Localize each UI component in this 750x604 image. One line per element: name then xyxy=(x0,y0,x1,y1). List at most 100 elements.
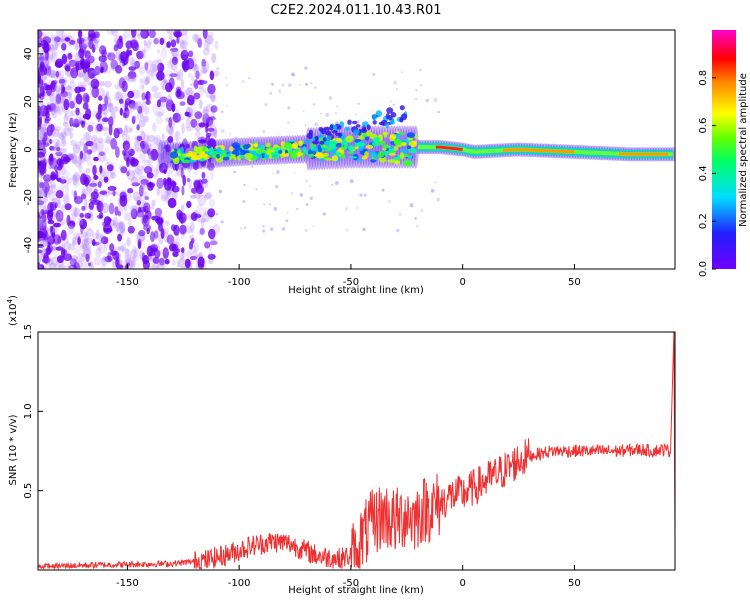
noise-blob xyxy=(171,103,176,113)
noise-blob xyxy=(184,111,190,117)
colorbar-gradient xyxy=(712,30,736,269)
noise-blob xyxy=(113,44,119,52)
ridge-blob xyxy=(258,143,261,149)
noise-blob xyxy=(72,240,76,248)
branch-blob xyxy=(322,137,327,142)
noise-blob xyxy=(61,94,66,102)
noise-blob xyxy=(93,156,99,162)
noise-blob xyxy=(103,176,109,183)
noise-blob xyxy=(86,185,93,194)
ridge-blob xyxy=(407,155,413,159)
noise-blob xyxy=(145,75,151,84)
noise-blob xyxy=(141,101,147,109)
noise-blob xyxy=(49,43,55,50)
noise-dot xyxy=(355,113,358,116)
noise-blob xyxy=(104,95,109,106)
noise-blob xyxy=(153,167,159,179)
ridge-blob xyxy=(181,159,191,164)
noise-blob xyxy=(130,176,139,186)
noise-blob xyxy=(49,145,55,151)
noise-blob xyxy=(185,143,190,149)
ridge-blob xyxy=(219,154,229,158)
noise-blob xyxy=(52,248,59,260)
noise-blob xyxy=(119,221,125,229)
noise-blob xyxy=(169,58,173,66)
noise-blob xyxy=(108,124,113,136)
noise-blob xyxy=(126,237,131,247)
noise-blob xyxy=(48,122,51,131)
noise-blob xyxy=(125,49,130,59)
noise-blob xyxy=(159,96,168,103)
noise-blob xyxy=(153,230,159,239)
noise-dot xyxy=(305,203,309,206)
noise-blob xyxy=(134,60,141,69)
noise-blob xyxy=(189,255,197,261)
noise-blob xyxy=(142,116,149,123)
noise-blob xyxy=(44,186,48,198)
noise-blob xyxy=(86,161,93,166)
noise-blob xyxy=(67,52,73,60)
noise-blob xyxy=(172,112,181,123)
noise-dot xyxy=(294,172,296,174)
noise-blob xyxy=(115,258,120,268)
noise-blob xyxy=(80,252,87,257)
noise-blob xyxy=(69,220,75,226)
ridge-blob xyxy=(181,153,188,157)
branch-blob xyxy=(325,130,332,136)
noise-blob xyxy=(204,32,208,43)
snr-y-label: SNR (10 * v/v) xyxy=(8,414,19,485)
noise-blob xyxy=(104,80,113,88)
noise-blob xyxy=(193,71,202,78)
noise-blob xyxy=(91,199,101,205)
y-tick-label: 0 xyxy=(23,146,34,152)
noise-blob xyxy=(40,200,47,210)
noise-blob xyxy=(38,264,42,269)
noise-blob xyxy=(119,227,124,237)
noise-blob xyxy=(179,30,188,36)
hot-streak xyxy=(619,152,669,156)
noise-blob xyxy=(43,174,52,182)
y-tick-label: -20 xyxy=(23,189,34,205)
noise-blob xyxy=(60,176,66,183)
noise-blob xyxy=(66,91,72,100)
noise-blob xyxy=(186,177,191,183)
noise-blob xyxy=(134,31,143,36)
ridge-blob xyxy=(389,146,395,150)
noise-blob xyxy=(43,131,48,142)
noise-blob xyxy=(65,262,70,269)
noise-blob xyxy=(123,212,132,222)
x-tick-label: -150 xyxy=(116,277,139,288)
noise-blob xyxy=(58,70,65,80)
noise-blob xyxy=(90,141,98,153)
colorbar-tick-label: 0.4 xyxy=(698,165,709,181)
noise-blob xyxy=(68,91,72,101)
noise-blob xyxy=(178,113,183,119)
noise-blob xyxy=(93,175,99,180)
noise-blob xyxy=(100,236,109,245)
ridge-blob xyxy=(369,150,374,154)
noise-blob xyxy=(44,58,50,66)
ridge-blob xyxy=(397,154,401,159)
noise-blob xyxy=(142,163,151,175)
noise-blob xyxy=(49,164,55,170)
ridge-blob xyxy=(399,152,405,160)
noise-blob xyxy=(142,159,150,164)
noise-blob xyxy=(84,231,89,243)
colorbar-tick-label: 0.6 xyxy=(698,118,709,134)
ridge-blob xyxy=(284,153,289,157)
ridge-blob xyxy=(322,152,329,157)
noise-blob xyxy=(97,150,107,163)
noise-blob xyxy=(151,199,156,206)
noise-blob xyxy=(100,103,107,111)
noise-blob xyxy=(71,159,79,165)
noise-blob xyxy=(48,262,57,269)
noise-blob xyxy=(101,49,107,58)
noise-blob xyxy=(213,128,218,139)
noise-blob xyxy=(198,80,208,85)
noise-blob xyxy=(129,104,135,110)
ridge-blob xyxy=(325,158,335,161)
noise-blob xyxy=(39,140,44,149)
noise-blob xyxy=(93,138,98,150)
ridge-blob xyxy=(394,140,403,145)
noise-blob xyxy=(70,139,76,147)
